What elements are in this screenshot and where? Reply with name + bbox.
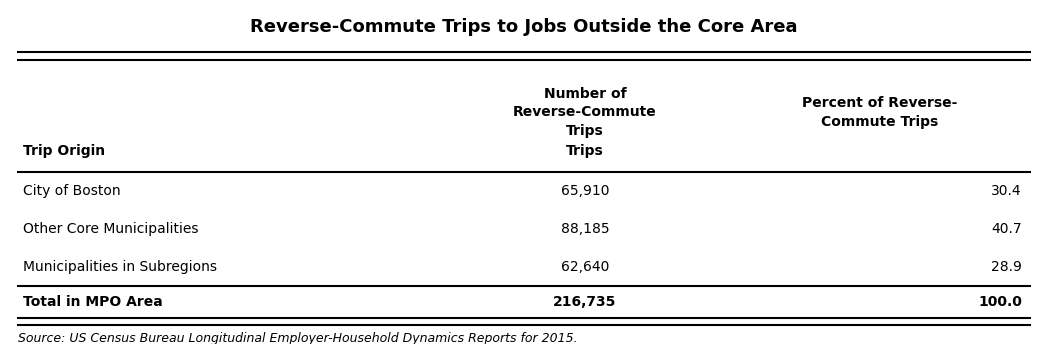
Text: 216,735: 216,735 [553,295,616,309]
Text: Number of
Reverse-Commute
Trips: Number of Reverse-Commute Trips [514,87,657,138]
Text: City of Boston: City of Boston [23,184,121,198]
Text: Source: US Census Bureau Longitudinal Employer-Household Dynamics Reports for 20: Source: US Census Bureau Longitudinal Em… [18,332,577,344]
Text: Total in MPO Area: Total in MPO Area [23,295,162,309]
Text: Other Core Municipalities: Other Core Municipalities [23,222,198,236]
Text: 40.7: 40.7 [991,222,1022,236]
Text: 28.9: 28.9 [991,260,1022,274]
Text: Reverse-Commute Trips to Jobs Outside the Core Area: Reverse-Commute Trips to Jobs Outside th… [250,18,798,36]
Text: Municipalities in Subregions: Municipalities in Subregions [23,260,217,274]
Text: 30.4: 30.4 [991,184,1022,198]
Text: Trips: Trips [566,144,604,158]
Text: Percent of Reverse-
Commute Trips: Percent of Reverse- Commute Trips [803,96,958,129]
Text: Trip Origin: Trip Origin [23,144,105,158]
Text: 100.0: 100.0 [978,295,1022,309]
Text: 65,910: 65,910 [561,184,609,198]
Text: 88,185: 88,185 [561,222,609,236]
Text: 62,640: 62,640 [561,260,609,274]
